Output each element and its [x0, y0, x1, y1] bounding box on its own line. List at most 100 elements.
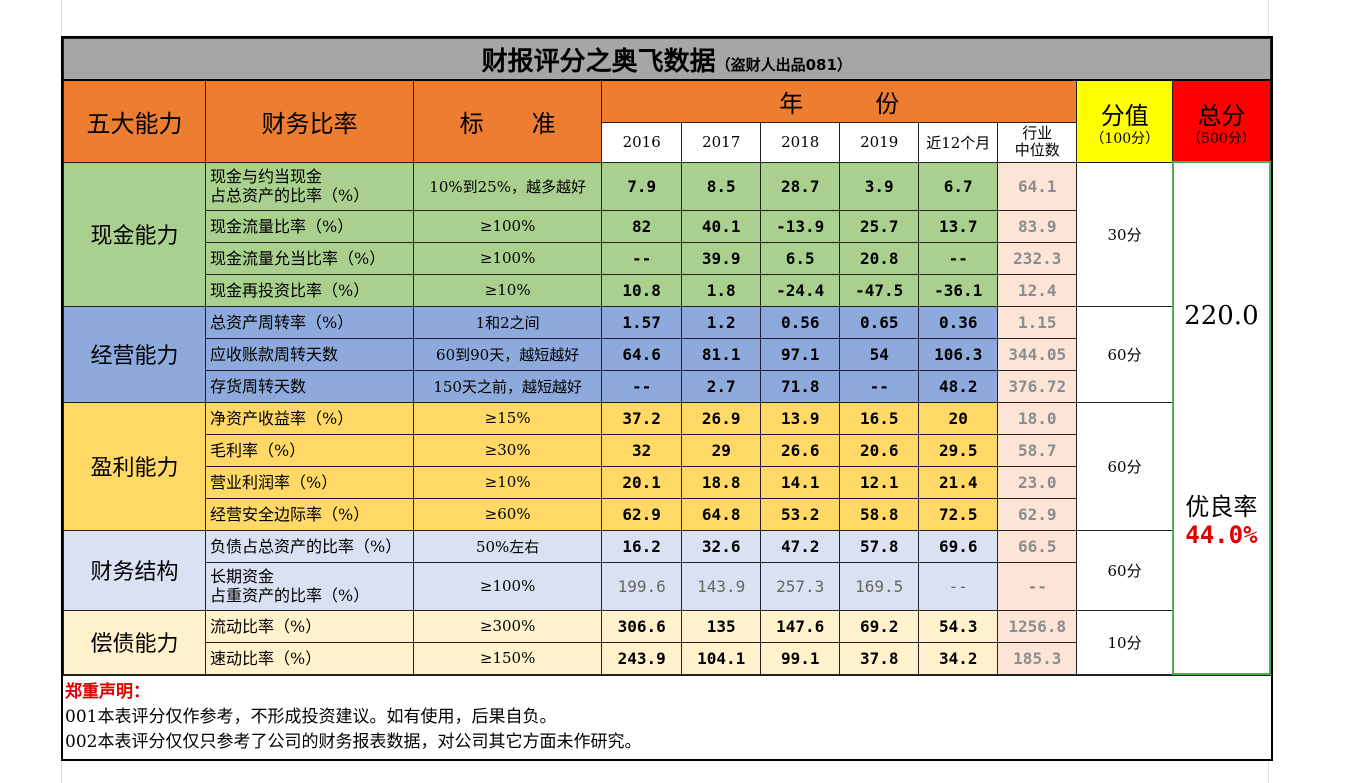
standard: ≥10%	[413, 465, 603, 499]
median-cell: 1256.8	[997, 609, 1078, 643]
value-cell: --	[918, 561, 999, 611]
ratio-name: 现金流量比率（%）	[205, 209, 415, 243]
total-cell: 220.0 优良率 44.0%	[1171, 161, 1272, 675]
value-cell: 147.6	[760, 609, 841, 643]
median-cell: 64.1	[997, 161, 1078, 211]
value-cell: -36.1	[918, 273, 999, 307]
value-cell: 20.8	[839, 241, 920, 275]
ratio-line: 毛利率（%）	[210, 440, 306, 460]
value-cell: 53.2	[760, 497, 841, 531]
header-standard: 标 准	[413, 79, 603, 163]
table-row: 速动比率（%） ≥150% 243.9 104.1 99.1 37.8 34.2 185.3	[63, 641, 1270, 675]
group-score: 60分	[1076, 529, 1174, 611]
ratio-line: 现金流量比率（%）	[210, 216, 354, 236]
value-cell: 306.6	[601, 609, 683, 643]
value-cell: 37.8	[839, 641, 920, 675]
value-cell: 257.3	[760, 561, 841, 611]
value-cell: 71.8	[760, 369, 841, 403]
group-name: 盈利能力	[62, 401, 207, 531]
standard: ≥150%	[413, 641, 603, 675]
median-cell: 1.15	[997, 305, 1078, 339]
value-cell: 81.1	[681, 337, 762, 371]
value-cell: 16.2	[601, 529, 683, 563]
value-cell: 18.8	[681, 465, 762, 499]
ratio-name: 流动比率（%）	[205, 609, 415, 643]
value-cell: 1.8	[681, 273, 762, 307]
group-score: 60分	[1076, 401, 1174, 531]
ratio-line: 总资产周转率（%）	[210, 312, 354, 332]
ratio-line: 速动比率（%）	[210, 648, 322, 668]
score-label: 分值	[1100, 101, 1149, 130]
rate-value: 44.0%	[1185, 521, 1258, 549]
value-cell: 243.9	[601, 641, 683, 675]
ratio-name: 负债占总资产的比率（%）	[205, 529, 415, 563]
median-cell: 376.72	[997, 369, 1078, 403]
ratio-name: 现金再投资比率（%）	[205, 273, 415, 307]
value-cell: --	[839, 369, 920, 403]
value-cell: 10.8	[601, 273, 683, 307]
ratio-name: 长期资金 占重资产的比率（%）	[205, 561, 415, 611]
value-cell: 13.7	[918, 209, 999, 243]
value-cell: --	[601, 241, 683, 275]
year-近12个月: 近12个月	[918, 121, 999, 163]
year-2016: 2016	[601, 121, 683, 163]
standard: ≥100%	[413, 241, 603, 275]
value-cell: 21.4	[918, 465, 999, 499]
ratio-line: 经营安全边际率（%）	[210, 504, 370, 524]
value-cell: 64.6	[601, 337, 683, 371]
disclaimer: 郑重声明： 001本表评分仅作参考，不形成投资建议。如有使用，后果自负。 002…	[63, 675, 1271, 759]
standard: ≥30%	[413, 433, 603, 467]
value-cell: 0.36	[918, 305, 999, 339]
ratio-name: 现金与约当现金 占总资产的比率（%）	[205, 161, 415, 211]
median-cell: 62.9	[997, 497, 1078, 531]
value-cell: 0.65	[839, 305, 920, 339]
rate-label: 优良率	[1185, 493, 1258, 521]
median-cell: 344.05	[997, 337, 1078, 371]
median-cell: 66.5	[997, 529, 1078, 563]
value-cell: 104.1	[681, 641, 762, 675]
value-cell: 48.2	[918, 369, 999, 403]
standard: 150天之前，越短越好	[413, 369, 603, 403]
value-cell: 32.6	[681, 529, 762, 563]
median-cell: --	[997, 561, 1078, 611]
sheet-title: 财报评分之奥飞数据（盗财人出品081）	[63, 38, 1271, 81]
value-cell: 40.1	[681, 209, 762, 243]
header-total: 总分 （500分）	[1172, 79, 1271, 163]
median-label: 行业	[1022, 124, 1053, 142]
median-cell: 58.7	[997, 433, 1078, 467]
disclaimer-line: 002本表评分仅仅只参考了公司的财务报表数据，对公司其它方面未作研究。	[65, 732, 642, 752]
total-score: 220.0	[1184, 301, 1259, 331]
value-cell: 97.1	[760, 337, 841, 371]
value-cell: 7.9	[601, 161, 683, 211]
group-score: 10分	[1076, 609, 1174, 675]
value-cell: 34.2	[918, 641, 999, 675]
group-score: 30分	[1076, 161, 1174, 307]
standard: ≥10%	[413, 273, 603, 307]
median-cell: 12.4	[997, 273, 1078, 307]
value-cell: 32	[601, 433, 683, 467]
value-cell: 54	[839, 337, 920, 371]
median-cell: 18.0	[997, 401, 1078, 435]
table-row: 应收账款周转天数 60到90天，越短越好 64.6 81.1 97.1 54 106.3 34…	[63, 337, 1270, 371]
header-year: 年 份	[601, 79, 1078, 123]
standard: 50%左右	[413, 529, 603, 563]
value-cell: 20	[918, 401, 999, 435]
table-row: 长期资金 占重资产的比率（%） ≥100% 199.6 143.9 257.3 169.5-…	[63, 561, 1270, 611]
value-cell: 169.5	[839, 561, 920, 611]
value-cell: 20.1	[601, 465, 683, 499]
ratio-name: 存货周转天数	[205, 369, 415, 403]
ratio-name: 净资产收益率（%）	[205, 401, 415, 435]
value-cell: --	[918, 241, 999, 275]
table-row: 经营安全边际率（%） ≥60% 62.9 64.8 53.2 58.8 72.5 62.9	[63, 497, 1270, 531]
group-name: 经营能力	[62, 305, 207, 403]
ratio-line: 负债占总资产的比率（%）	[210, 536, 402, 556]
year-2017: 2017	[681, 121, 762, 163]
value-cell: 106.3	[918, 337, 999, 371]
value-cell: 13.9	[760, 401, 841, 435]
table-row: 盈利能力 净资产收益率（%） ≥15% 37.2 26.9 13.9 16.5 20 18.0 6…	[62, 401, 1270, 531]
ratio-line: 营业利润率（%）	[210, 472, 338, 492]
value-cell: 3.9	[839, 161, 920, 211]
standard: ≥100%	[413, 209, 603, 243]
value-cell: 58.8	[839, 497, 920, 531]
value-cell: 8.5	[681, 161, 762, 211]
